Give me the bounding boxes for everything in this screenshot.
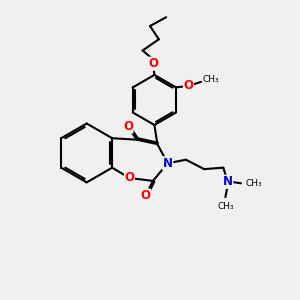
- Text: O: O: [123, 120, 133, 133]
- Text: CH₃: CH₃: [202, 75, 219, 84]
- Text: O: O: [124, 172, 134, 184]
- Text: O: O: [148, 57, 158, 70]
- Text: N: N: [223, 175, 233, 188]
- Text: O: O: [141, 189, 151, 202]
- Text: O: O: [184, 80, 194, 92]
- Text: CH₃: CH₃: [245, 179, 262, 188]
- Text: N: N: [163, 157, 173, 170]
- Text: CH₃: CH₃: [218, 202, 234, 211]
